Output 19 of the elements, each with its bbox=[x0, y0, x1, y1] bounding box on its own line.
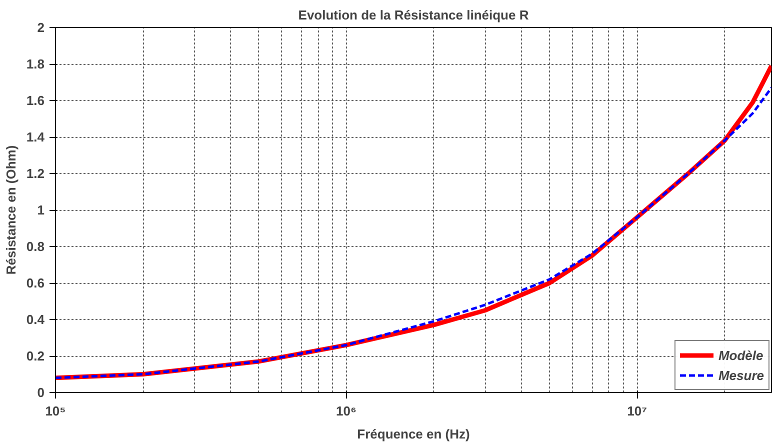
x-tick-label: 10⁵ bbox=[45, 404, 66, 418]
x-axis-title: Fréquence en (Hz) bbox=[357, 426, 470, 442]
y-tick-label: 0.4 bbox=[26, 312, 46, 327]
chart-title: Evolution de la Résistance linéique R bbox=[298, 8, 530, 22]
legend-label: Modèle bbox=[718, 348, 764, 362]
y-axis-title: Résistance en (Ohm) bbox=[3, 145, 18, 275]
x-tick-label: 10⁶ bbox=[336, 404, 357, 418]
legend-label: Mesure bbox=[718, 368, 764, 382]
y-tick-label: 0.6 bbox=[26, 276, 45, 290]
y-tick-label: 0.2 bbox=[26, 348, 45, 364]
y-tick-label: 2 bbox=[37, 20, 45, 35]
y-tick-label: 1.8 bbox=[26, 56, 45, 72]
y-tick-label: 1.2 bbox=[26, 166, 45, 181]
x-tick-label: 10⁷ bbox=[627, 404, 647, 418]
y-tick-label: 1.6 bbox=[26, 93, 45, 108]
y-tick-label: 0 bbox=[37, 385, 45, 400]
y-tick-label: 1 bbox=[37, 202, 45, 218]
y-tick-label: 0.8 bbox=[26, 239, 45, 254]
y-tick-label: 1.4 bbox=[26, 130, 46, 144]
